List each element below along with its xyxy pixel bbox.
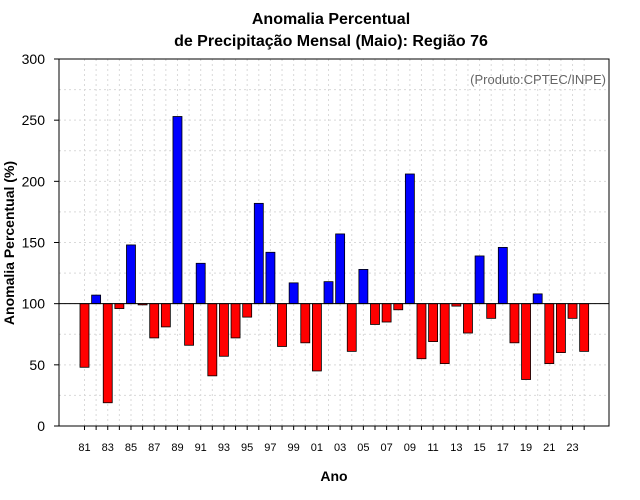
- bar-98: [277, 303, 287, 347]
- bar-82: [91, 294, 102, 305]
- x-tick-label: 15: [473, 442, 485, 454]
- bar-11: [428, 303, 439, 342]
- bar-17: [497, 246, 508, 305]
- y-tick-label: 0: [37, 418, 45, 434]
- bar-06: [370, 303, 380, 325]
- bar-14: [463, 303, 473, 334]
- y-tick-label: 100: [22, 296, 46, 312]
- x-tick-label: 85: [125, 442, 137, 454]
- chart-subtitle: de Precipitação Mensal (Maio): Região 76: [174, 33, 488, 50]
- bar-89: [172, 116, 183, 305]
- x-tick-label: 83: [102, 442, 114, 454]
- bar-21: [544, 303, 555, 365]
- bar-18: [509, 303, 520, 344]
- bar-84: [114, 303, 125, 309]
- bar-07: [381, 303, 392, 323]
- bar-02: [323, 281, 334, 305]
- y-tick-label: 50: [29, 357, 45, 373]
- bar-95: [242, 303, 253, 318]
- grid-lines: [59, 59, 609, 426]
- x-tick-label: 09: [404, 442, 416, 454]
- bar-93: [219, 303, 229, 357]
- bar-96: [253, 202, 264, 305]
- bar-88: [160, 303, 171, 328]
- bar-10: [416, 303, 427, 360]
- x-tick-label: 99: [288, 442, 300, 454]
- x-tick-label: 01: [311, 442, 323, 454]
- bar-87: [149, 303, 160, 339]
- bar-05: [358, 269, 369, 305]
- x-tick-label: 11: [427, 442, 438, 454]
- credit-label: (Produto:CPTEC/INPE): [470, 72, 606, 87]
- x-axis-label: Ano: [320, 468, 347, 484]
- bar-91: [195, 262, 206, 305]
- bar-83: [102, 303, 113, 404]
- bar-04: [346, 303, 357, 352]
- x-axis: 81 83 85 87 89 91 93 95 97 99 01 03 05 07 09 11 13 15 17 19…: [78, 426, 585, 454]
- bar-22: [556, 303, 566, 353]
- y-tick-label: 300: [22, 51, 46, 67]
- y-axis: 0 50 100 150 200 250 300: [22, 51, 59, 434]
- bar-97: [265, 251, 276, 305]
- x-tick-label: 91: [195, 442, 207, 454]
- x-tick-label: 23: [566, 442, 578, 454]
- x-tick-label: 19: [520, 442, 532, 454]
- bar-01: [311, 303, 322, 372]
- y-tick-label: 150: [22, 235, 46, 251]
- bar-00: [300, 303, 311, 344]
- bar-23: [567, 303, 578, 319]
- x-tick-label: 81: [78, 442, 90, 454]
- x-tick-label: 17: [497, 442, 509, 454]
- bar-12: [439, 303, 450, 365]
- bars: [79, 116, 590, 404]
- bar-08: [393, 303, 404, 311]
- bar-24: [579, 303, 590, 352]
- x-tick-label: 87: [148, 442, 160, 454]
- x-tick-label: 07: [380, 442, 392, 454]
- x-tick-label: 05: [357, 442, 369, 454]
- bar-92: [207, 303, 218, 377]
- bar-81: [79, 303, 90, 368]
- bar-20: [532, 293, 543, 305]
- bar-09: [404, 173, 415, 305]
- bar-15: [474, 255, 485, 305]
- x-tick-label: 13: [450, 442, 462, 454]
- bar-94: [230, 303, 241, 339]
- x-tick-label: 97: [264, 442, 276, 454]
- x-tick-label: 21: [543, 442, 555, 454]
- y-axis-label: Anomalia Percentual (%): [1, 161, 17, 325]
- y-tick-label: 250: [22, 112, 46, 128]
- bar-16: [486, 303, 497, 319]
- chart-title: Anomalia Percentual: [252, 11, 410, 28]
- bar-03: [335, 233, 346, 305]
- x-tick-label: 93: [218, 442, 230, 454]
- x-tick-label: 95: [241, 442, 253, 454]
- bar-90: [184, 303, 194, 346]
- bar-19: [521, 303, 531, 380]
- y-tick-label: 200: [22, 173, 46, 189]
- x-tick-label: 89: [171, 442, 183, 454]
- bar-85: [126, 244, 136, 305]
- x-tick-label: 03: [334, 442, 346, 454]
- bar-99: [288, 282, 299, 305]
